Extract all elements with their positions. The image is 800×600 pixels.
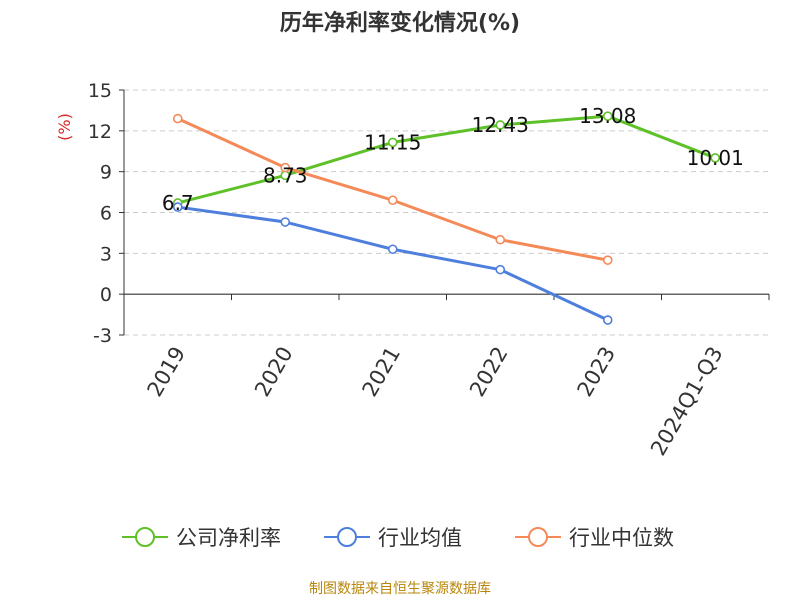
data-point xyxy=(602,255,613,265)
data-point xyxy=(495,120,506,130)
x-tick-label: 2019 xyxy=(143,343,191,401)
data-point xyxy=(387,195,398,206)
x-tick-label: 2023 xyxy=(573,343,621,401)
y-tick-label: -3 xyxy=(93,325,112,347)
x-tick-label: 2020 xyxy=(250,343,298,401)
series-line xyxy=(177,205,609,322)
legend-marker xyxy=(135,527,155,547)
legend-marker xyxy=(528,527,548,547)
legend-label: 行业中位数 xyxy=(569,526,674,550)
data-point xyxy=(280,162,291,173)
x-tick-label: 2021 xyxy=(358,343,406,401)
data-point xyxy=(495,264,506,275)
data-label: 6.7 xyxy=(162,191,194,215)
legend-label: 行业均值 xyxy=(378,526,462,550)
data-point xyxy=(280,217,291,227)
data-point xyxy=(495,234,506,245)
legend-marker xyxy=(337,527,357,547)
data-label: 11.15 xyxy=(364,130,421,154)
y-tick-label: 9 xyxy=(100,162,112,184)
y-tick-label: 3 xyxy=(100,243,112,265)
legend-label: 公司净利率 xyxy=(176,526,281,550)
data-label: 8.73 xyxy=(263,163,308,187)
y-axis-label: (%) xyxy=(55,113,74,141)
y-tick-label: 0 xyxy=(100,284,112,306)
data-label: 13.08 xyxy=(579,104,636,128)
data-point xyxy=(710,153,721,163)
data-point xyxy=(172,202,183,212)
data-label: 10.01 xyxy=(687,146,744,170)
data-point xyxy=(387,244,398,255)
data-point xyxy=(602,315,613,325)
y-tick-label: 6 xyxy=(100,203,112,225)
source-footer: 制图数据来自恒生聚源数据库 xyxy=(309,581,491,597)
data-labels: 6.7 8.73 11.15 12.43 13.08 10.01 xyxy=(162,104,744,215)
y-tick-label: 12 xyxy=(88,121,112,143)
data-point xyxy=(387,137,398,148)
x-tick-label: 2024Q1-Q3 xyxy=(646,343,728,460)
data-point xyxy=(172,113,183,124)
series-line xyxy=(177,114,716,205)
legend: 公司净利率 行业均值 行业中位数 xyxy=(122,526,674,550)
chart-title: 历年净利率变化情况(%) xyxy=(279,11,521,36)
x-tick-label: 2022 xyxy=(465,343,513,401)
series-lines xyxy=(172,111,721,325)
data-label: 12.43 xyxy=(472,113,529,137)
y-tick-label: 15 xyxy=(88,80,112,102)
data-point xyxy=(602,111,613,121)
